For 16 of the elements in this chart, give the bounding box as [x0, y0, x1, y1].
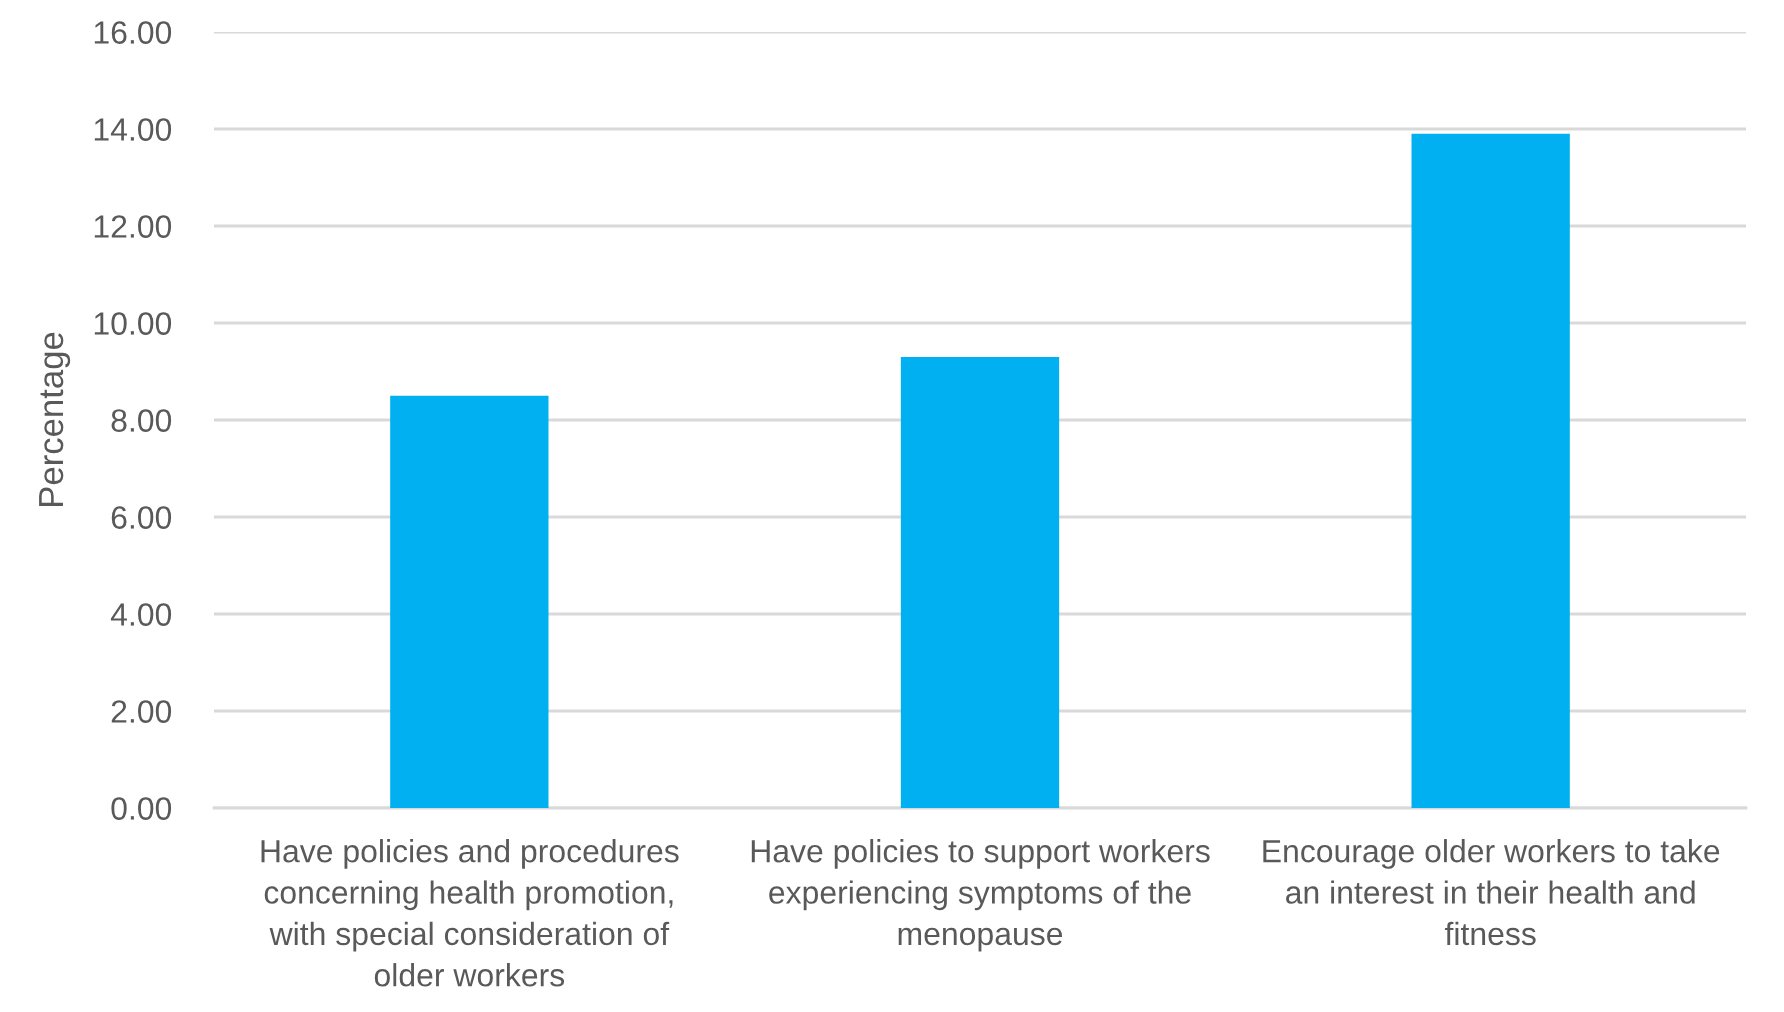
y-tick-label: 0.00	[111, 797, 172, 820]
y-tick-label: 16.00	[94, 21, 172, 44]
bar	[900, 356, 1060, 808]
x-tick-label: Have policies and procedures concerning health promotion, with special consideration of older workers	[261, 839, 679, 987]
y-tick-label: 2.00	[111, 700, 172, 723]
y-tick-label: 4.00	[110, 603, 172, 626]
y-tick-label: 8.00	[111, 409, 172, 432]
y-axis-title: Percentage	[39, 332, 71, 506]
bar	[1411, 133, 1570, 808]
x-tick-label: Encourage older workers to take an interest in their health and fitness	[1263, 839, 1720, 946]
y-tick-label: 14.00	[94, 118, 172, 141]
bar	[390, 395, 549, 808]
y-tick-label: 10.00	[94, 312, 172, 335]
y-tick-label: 6.00	[111, 506, 172, 529]
x-tick-label: Have policies to support workers experiencing symptoms of the menopause	[751, 839, 1210, 952]
y-tick-label: 12.00	[94, 215, 172, 238]
